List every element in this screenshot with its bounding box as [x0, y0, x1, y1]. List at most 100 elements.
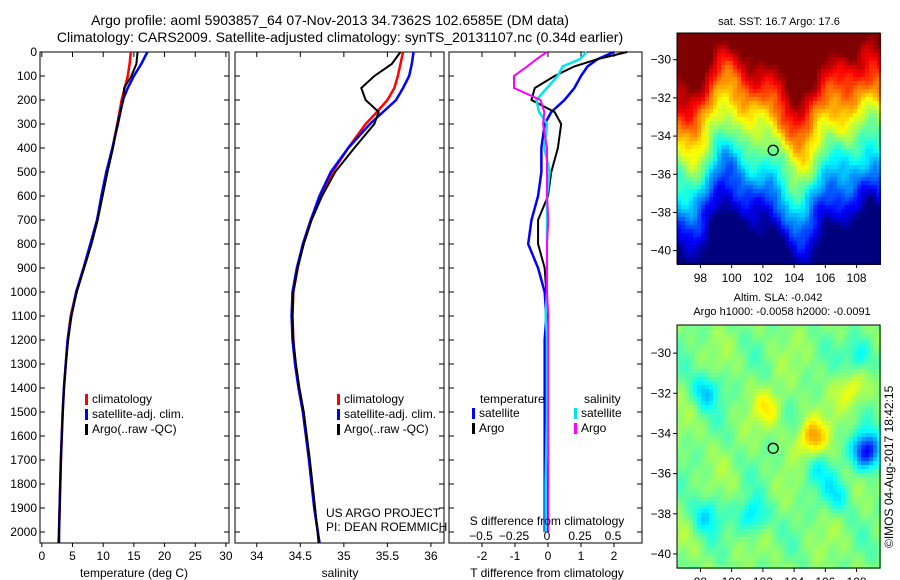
sst-map-cell: [829, 229, 833, 233]
sla-map-cell: [857, 361, 861, 365]
sla-map-cell: [733, 373, 737, 377]
sst-map-cell: [809, 157, 813, 161]
sst-map-cell: [845, 213, 849, 217]
sst-map-cell: [781, 101, 785, 105]
sst-map-cell: [777, 233, 781, 237]
sst-map-cell: [693, 209, 697, 213]
sst-map-cell: [757, 229, 761, 233]
sst-map-cell: [701, 205, 705, 209]
sla-map-cell: [741, 337, 745, 341]
sla-map-cell: [849, 397, 853, 401]
sst-map-cell: [813, 89, 817, 93]
sla-map-cell: [877, 377, 881, 381]
sst-map-cell: [713, 217, 717, 221]
sla-map-cell: [761, 401, 765, 405]
sst-map-cell: [685, 65, 689, 69]
sla-map-cell: [837, 393, 841, 397]
sla-map-cell: [877, 369, 881, 373]
sla-map-cell: [721, 429, 725, 433]
sst-map-cell: [797, 241, 801, 245]
sst-map-cell: [861, 89, 865, 93]
sst-map-cell: [689, 65, 693, 69]
sla-map-cell: [877, 337, 881, 341]
sla-map-cell: [841, 437, 845, 441]
sst-map-cell: [841, 245, 845, 249]
sst-map-cell: [825, 161, 829, 165]
sst-map-cell: [705, 237, 709, 241]
sla-map-cell: [829, 441, 833, 445]
sla-map-cell: [793, 429, 797, 433]
sst-map-cell: [737, 165, 741, 169]
sst-map-cell: [813, 53, 817, 57]
sla-map-cell: [733, 337, 737, 341]
sst-map-cell: [753, 85, 757, 89]
sla-map-cell: [777, 401, 781, 405]
sla-map-cell: [681, 413, 685, 417]
sla-map-cell: [761, 325, 765, 329]
sst-map-cell: [697, 97, 701, 101]
sla-map-cell: [757, 461, 761, 465]
sst-map-cell: [785, 89, 789, 93]
sst-map-cell: [741, 77, 745, 81]
sst-map-cell: [813, 233, 817, 237]
sla-map-cell: [849, 425, 853, 429]
sst-map-cell: [845, 245, 849, 249]
sla-map-cell: [765, 413, 769, 417]
sla-map-cell: [853, 413, 857, 417]
sst-map-cell: [753, 145, 757, 149]
temp-panel-line-argo---raw--qc-: [58, 51, 139, 543]
sst-map-cell: [681, 81, 685, 85]
sla-map-cell: [825, 445, 829, 449]
sst-map-cell: [861, 49, 865, 53]
sst-map-cell: [865, 217, 869, 221]
sla-map-cell: [821, 405, 825, 409]
sla-map-cell: [797, 333, 801, 337]
sst-map-cell: [781, 45, 785, 49]
sst-map-cell: [841, 165, 845, 169]
sla-map-cell: [853, 417, 857, 421]
sst-map-cell: [753, 89, 757, 93]
sst-map-cell: [817, 117, 821, 121]
sla-map-cell: [841, 417, 845, 421]
sst-map-cell: [713, 177, 717, 181]
sst-map-cell: [797, 81, 801, 85]
sst-map-cell: [693, 193, 697, 197]
sst-map-cell: [817, 257, 821, 261]
sst-map-cell: [873, 229, 877, 233]
sst-map-cell: [773, 93, 777, 97]
sla-map-cell: [857, 377, 861, 381]
sst-map-cell: [797, 249, 801, 253]
sst-map-cell: [833, 149, 837, 153]
sst-map-cell: [709, 177, 713, 181]
sla-map-cell: [785, 429, 789, 433]
sla-map-cell: [829, 425, 833, 429]
sla-map-cell: [857, 409, 861, 413]
sst-map-cell: [805, 197, 809, 201]
sst-map-cell: [797, 69, 801, 73]
sla-map-cell: [857, 373, 861, 377]
sst-map-cell: [877, 213, 881, 217]
sst-map-cell: [745, 229, 749, 233]
sst-map-cell: [873, 181, 877, 185]
sst-map-cell: [845, 93, 849, 97]
sla-map-cell: [689, 453, 693, 457]
sst-map-cell: [681, 209, 685, 213]
sst-map-cell: [837, 193, 841, 197]
sla-map-cell: [729, 417, 733, 421]
sla-map-cell: [741, 433, 745, 437]
sst-map-cell: [709, 213, 713, 217]
sst-map-cell: [733, 129, 737, 133]
sst-map-cell: [681, 129, 685, 133]
sst-map-cell: [701, 157, 705, 161]
sst-map-cell: [849, 89, 853, 93]
sla-map-cell: [761, 433, 765, 437]
sst-map-cell: [785, 161, 789, 165]
sst-map-cell: [721, 129, 725, 133]
sst-map-cell: [741, 221, 745, 225]
sst-map-cell: [829, 85, 833, 89]
sla-map-cell: [733, 385, 737, 389]
sst-map-cell: [701, 217, 705, 221]
sla-map-cell: [849, 453, 853, 457]
sla-map-cell: [841, 333, 845, 337]
sla-map-cell: [845, 453, 849, 457]
